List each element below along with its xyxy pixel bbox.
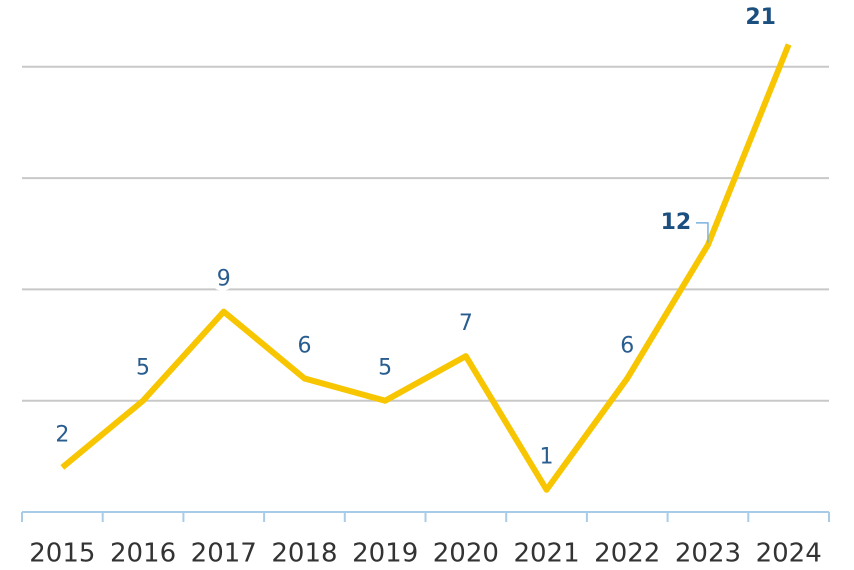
- line: [60, 43, 792, 493]
- x-tick-label: 2023: [675, 539, 741, 569]
- leader-line: [695, 222, 709, 243]
- data-label: 1: [540, 445, 554, 470]
- data-label: 2: [55, 422, 69, 447]
- data-label: 5: [136, 356, 150, 381]
- data-label: 5: [378, 356, 392, 381]
- x-tick-label: 2016: [110, 539, 176, 569]
- data-label: 21: [745, 5, 776, 30]
- x-tick-label: 2018: [271, 539, 337, 569]
- data-label: 7: [459, 311, 473, 336]
- x-tick-label: 2020: [433, 539, 499, 569]
- data-label: 6: [620, 333, 634, 358]
- x-tick-label: 2022: [594, 539, 660, 569]
- x-tick-label: 2021: [513, 539, 579, 569]
- data-label: 6: [297, 333, 311, 358]
- data-label: 9: [217, 267, 231, 292]
- data-label: 12: [661, 210, 692, 235]
- x-tick-label: 2015: [29, 539, 95, 569]
- x-tick-label: 2017: [191, 539, 257, 569]
- x-tick-label: 2024: [756, 539, 822, 569]
- x-tick-label: 2019: [352, 539, 418, 569]
